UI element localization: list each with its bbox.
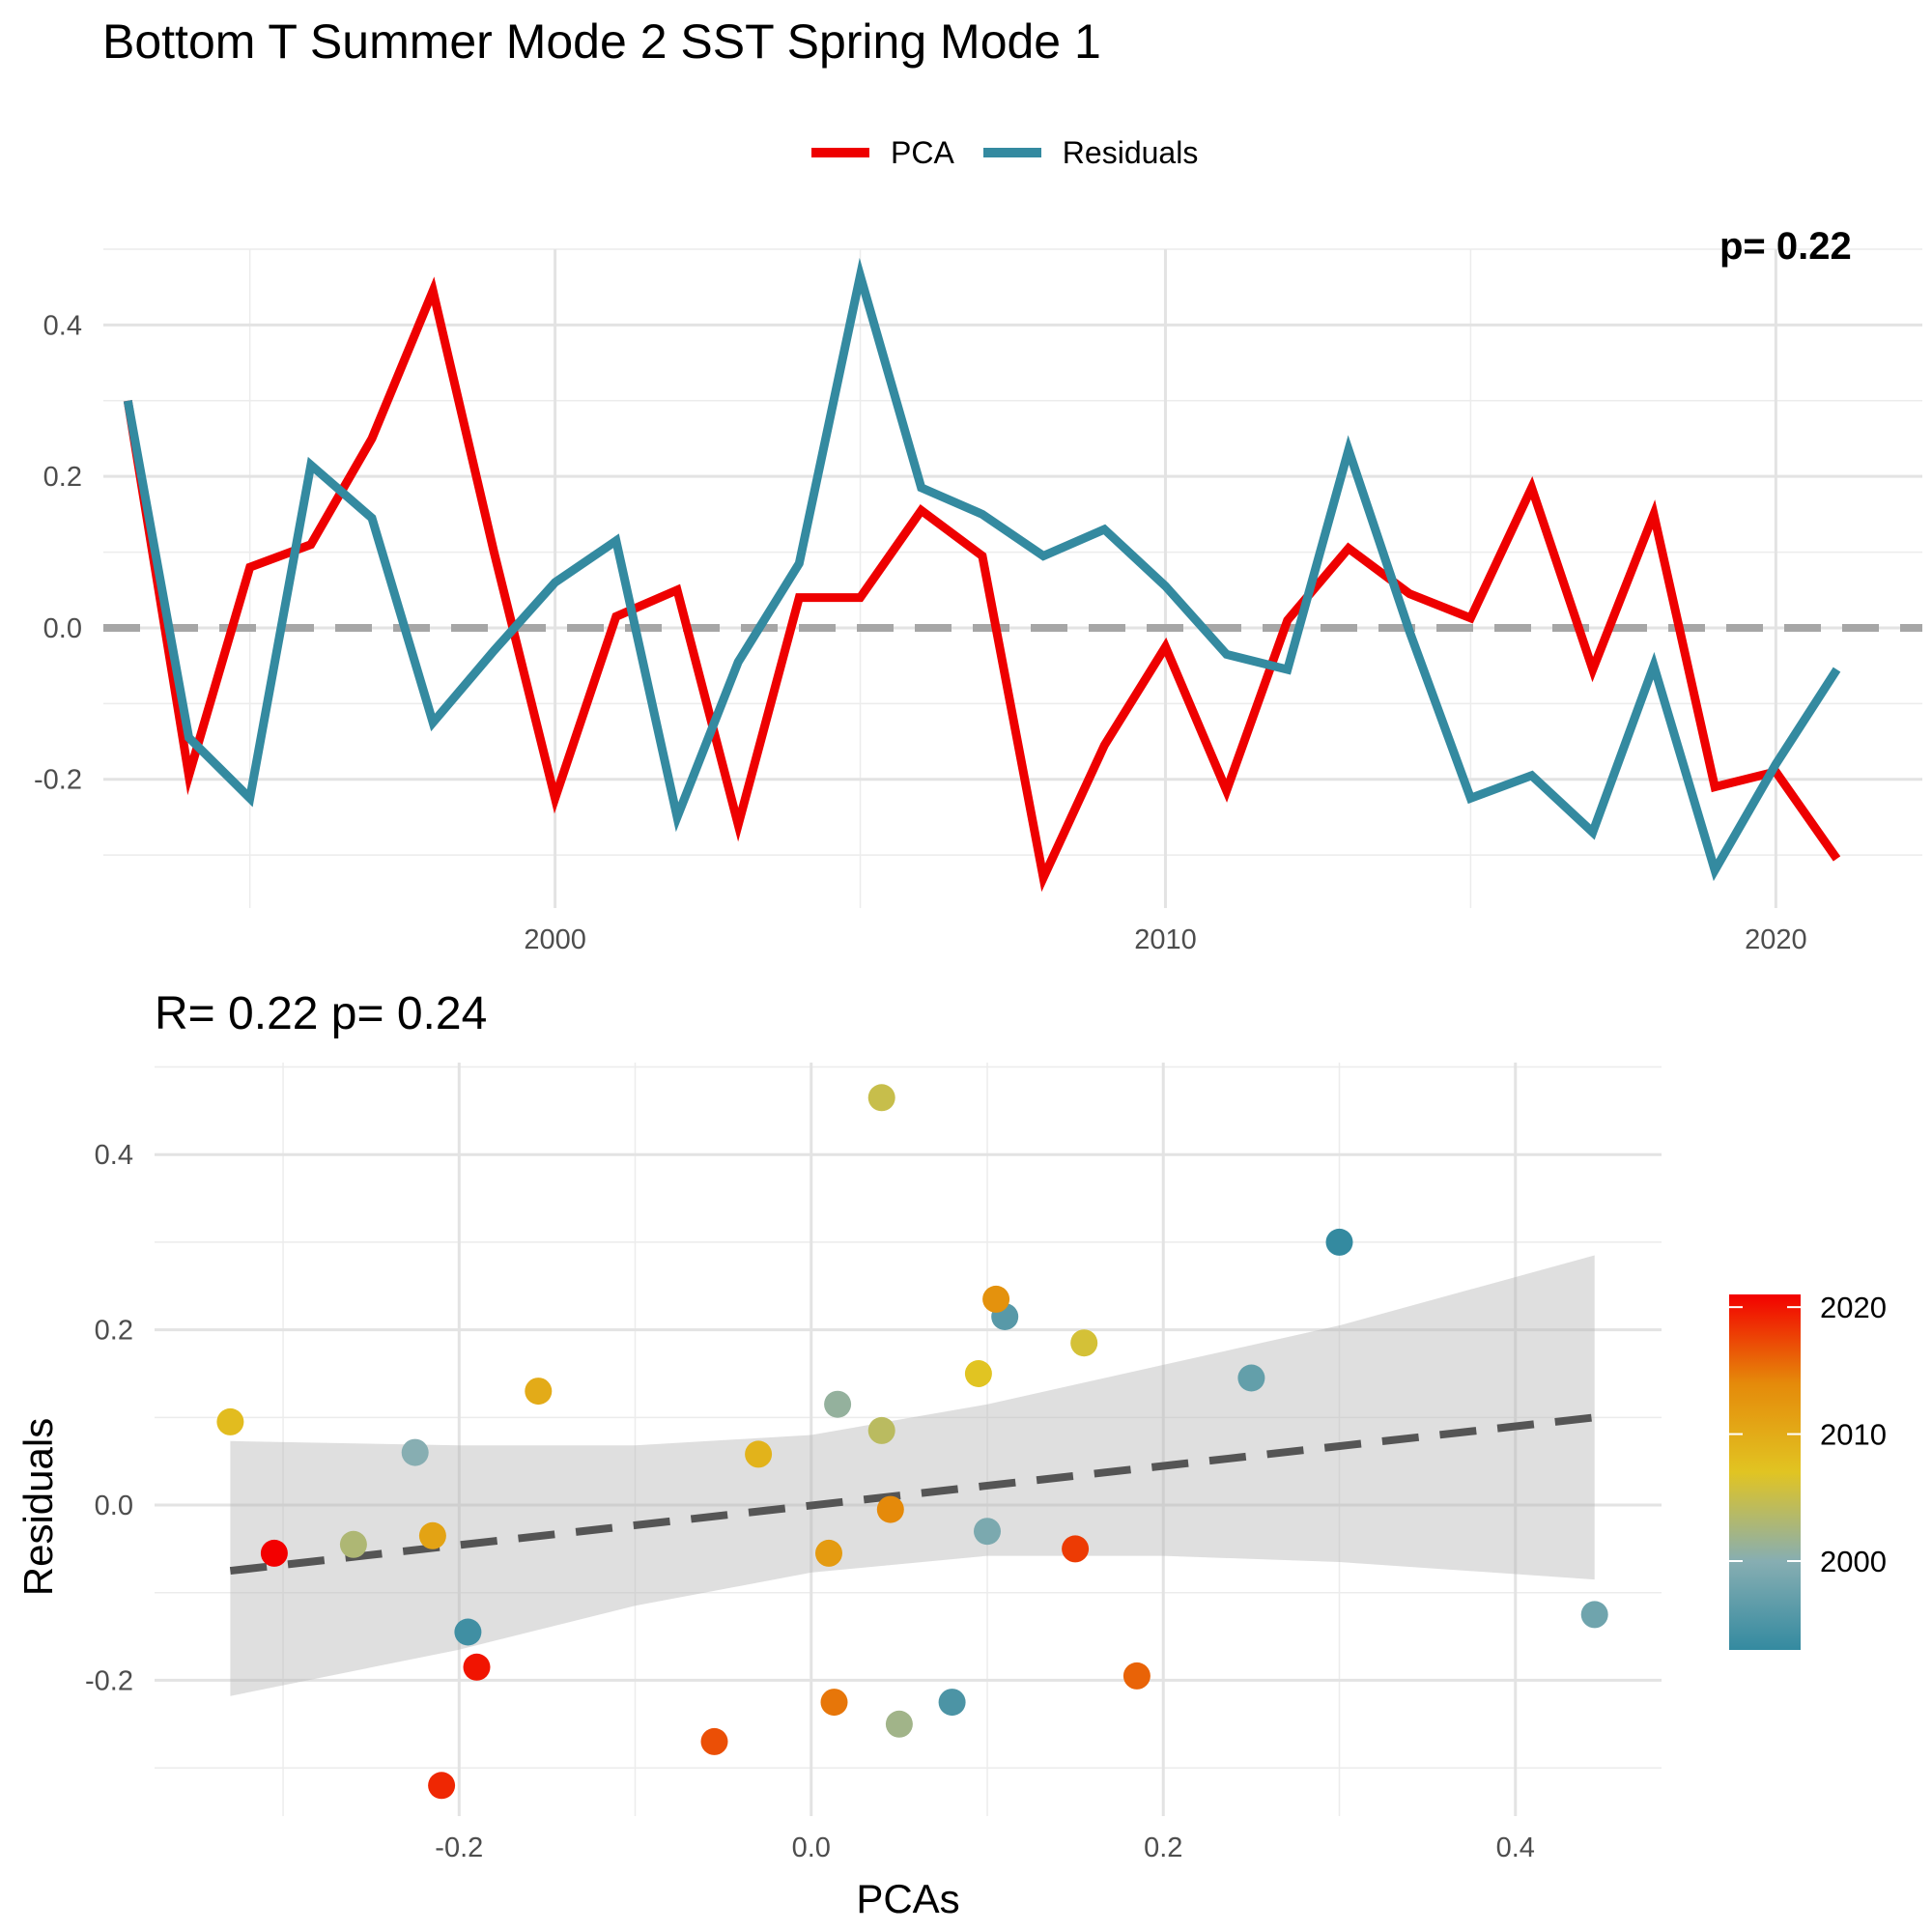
scatter-title: R= 0.22 p= 0.24: [155, 988, 488, 1039]
scatter-point: [820, 1689, 848, 1717]
y-tick-label: 0.0: [43, 613, 82, 644]
colorbar: 2020 2010 2000: [1729, 1291, 1887, 1650]
scatter-point: [867, 1084, 895, 1112]
y-axis-label: Residuals: [15, 1418, 61, 1596]
scatter-point: [1580, 1601, 1608, 1629]
scatter-point: [815, 1539, 842, 1567]
scatter-point: [260, 1539, 288, 1567]
legend: PCA Residuals: [811, 133, 1227, 172]
x-axis-label: PCAs: [856, 1876, 959, 1921]
legend-key-residuals: [982, 148, 1041, 157]
legend-key-pca: [811, 148, 869, 157]
y-tick-label: -0.2: [34, 765, 82, 796]
scatter-point: [824, 1390, 852, 1418]
scatter-point: [525, 1378, 553, 1406]
scatter-point: [885, 1710, 913, 1738]
confidence-band: [230, 1255, 1595, 1696]
x-tick-label: 2000: [524, 924, 586, 955]
colorbar-tick-label: 2020: [1820, 1291, 1887, 1324]
scatter-point: [1062, 1535, 1090, 1563]
x-tick-label: 2020: [1745, 924, 1807, 955]
chart-title: Bottom T Summer Mode 2 SST Spring Mode 1: [102, 14, 1101, 69]
scatter-chart: -0.2 0.0 0.2 0.4 -0.2 0.0 0.2 0.4 PCAs Residual…: [15, 1063, 1887, 1921]
x-tick-label: 0.2: [1144, 1833, 1182, 1863]
scatter-point: [867, 1416, 895, 1444]
y-tick-label: 0.0: [95, 1491, 133, 1521]
legend-label-residuals: Residuals: [1062, 134, 1199, 170]
series-line-pca: [123, 276, 1841, 893]
scatter-point: [700, 1727, 728, 1755]
timeseries-axes: -0.2 0.0 0.2 0.4 2000 2010 2020: [34, 310, 1807, 955]
timeseries-chart: -0.2 0.0 0.2 0.4 2000 2010 2020 p= 0.22: [34, 225, 1922, 955]
scatter-point: [1325, 1228, 1353, 1256]
scatter-point: [463, 1653, 491, 1681]
x-tick-label: 2010: [1134, 924, 1197, 955]
colorbar-tick-label: 2000: [1820, 1545, 1887, 1578]
x-tick-label: 0.0: [792, 1833, 831, 1863]
y-tick-label: 0.2: [43, 462, 82, 493]
scatter-point: [428, 1772, 456, 1800]
scatter-point: [1070, 1329, 1098, 1357]
scatter-point: [339, 1530, 367, 1558]
scatter-point: [982, 1285, 1010, 1313]
y-tick-label: 0.4: [43, 310, 82, 341]
scatter-point: [938, 1689, 966, 1717]
scatter-point: [418, 1521, 446, 1549]
y-tick-label: 0.4: [95, 1140, 133, 1171]
scatter-point: [974, 1518, 1001, 1546]
scatter-points: [216, 1084, 1608, 1800]
scatter-point: [216, 1407, 244, 1435]
y-tick-label: 0.2: [95, 1316, 133, 1347]
scatter-point: [876, 1495, 904, 1523]
x-tick-label: -0.2: [435, 1833, 483, 1863]
confidence-band-area: [230, 1255, 1595, 1696]
legend-item-pca: PCA: [811, 135, 954, 171]
timeseries-lines: [103, 257, 1922, 893]
scatter-axes: -0.2 0.0 0.2 0.4 -0.2 0.0 0.2 0.4: [85, 1140, 1535, 1863]
scatter-point: [1237, 1364, 1265, 1392]
colorbar-gradient: [1729, 1294, 1801, 1650]
legend-label-pca: PCA: [891, 134, 954, 170]
scatter-point: [964, 1360, 992, 1387]
timeseries-grid: [103, 248, 1922, 908]
scatter-point: [745, 1440, 773, 1468]
scatter-grid: [155, 1063, 1662, 1816]
colorbar-tick-label: 2010: [1820, 1418, 1887, 1452]
x-tick-label: 0.4: [1496, 1833, 1535, 1863]
y-tick-label: -0.2: [85, 1665, 133, 1696]
scatter-point: [1122, 1662, 1151, 1690]
legend-item-residuals: Residuals: [982, 134, 1199, 171]
scatter-point: [454, 1618, 482, 1646]
series-line-residuals: [123, 257, 1841, 882]
scatter-point: [401, 1438, 429, 1466]
corner-stat-text: p= 0.22: [1719, 225, 1852, 268]
